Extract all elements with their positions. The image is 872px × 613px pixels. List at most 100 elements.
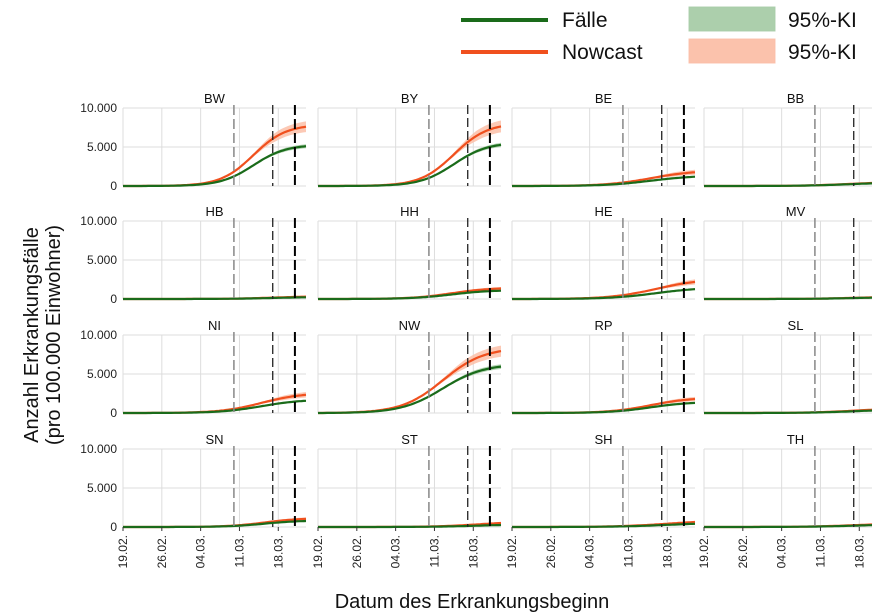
x-tick-label: 19.02.: [311, 535, 325, 568]
x-tick-label: 18.03.: [466, 535, 480, 568]
cases-line: [318, 523, 502, 529]
cases-line: [512, 401, 696, 415]
x-tick-label: 11.03.: [622, 535, 636, 567]
legend: Fälle Nowcast 95%-KI 95%-KI: [461, 6, 857, 64]
panel-nw: NW: [317, 318, 502, 415]
y-tick-label: 5.000: [87, 481, 117, 495]
panel-st: ST: [317, 432, 502, 531]
legend-label: Fälle: [562, 9, 608, 32]
legend-item: Fälle: [461, 9, 608, 32]
y-tick-label: 5.000: [87, 253, 117, 267]
y-axis-label: Anzahl Erkrankungsfälle(pro 100.000 Einw…: [21, 225, 65, 445]
y-tick-label: 5.000: [87, 140, 117, 154]
y-axis-label-line: (pro 100.000 Einwohner): [43, 225, 65, 445]
x-tick-label: 26.02.: [155, 535, 169, 568]
x-tick-label: 26.02.: [350, 535, 364, 568]
panel-title: MV: [786, 204, 806, 219]
y-tick-label: 10.000: [80, 101, 117, 115]
nowcast-ci-band: [123, 121, 306, 186]
legend-band-swatch: [688, 6, 776, 32]
panel-title: SH: [594, 432, 612, 447]
x-tick-label: 19.02.: [697, 535, 711, 568]
panel-grid: BW 0 5.000 10.000 BY BE BB HB 0 5.000 10.000 HH HE MV…: [80, 91, 872, 534]
cases-line: [512, 175, 696, 188]
panel-title: HB: [205, 204, 223, 219]
panel-title: HE: [594, 204, 612, 219]
legend-label: Nowcast: [562, 41, 643, 64]
cases-line: [704, 182, 872, 188]
panel-title: NI: [208, 318, 221, 333]
x-tick-label: 18.03.: [852, 535, 866, 568]
panel-bb: BB: [703, 91, 872, 188]
cases-line: [123, 519, 307, 529]
panel-th: TH: [703, 432, 872, 531]
cases-line: [123, 145, 307, 188]
cases-line: [704, 524, 872, 529]
x-tick-label: 04.03.: [775, 535, 789, 568]
panel-title: BB: [787, 91, 804, 106]
panel-title: BE: [595, 91, 613, 106]
y-tick-label: 10.000: [80, 442, 117, 456]
panel-title: ST: [401, 432, 418, 447]
panel-title: SL: [788, 318, 804, 333]
legend-band-swatch: [688, 38, 776, 64]
panel-title: NW: [399, 318, 421, 333]
x-tick-label: 26.02.: [544, 535, 558, 568]
legend-item: 95%-KI: [688, 6, 857, 32]
y-tick-label: 10.000: [80, 214, 117, 228]
nowcast-ci-band: [318, 345, 501, 413]
x-tick-label: 26.02.: [736, 535, 750, 568]
y-tick-label: 0: [110, 520, 117, 534]
nowcast-ci-band: [318, 287, 501, 299]
x-tick-label: 04.03.: [583, 535, 597, 568]
panel-mv: MV: [703, 204, 872, 301]
x-tick-label: 19.02.: [116, 535, 130, 568]
legend-label: 95%-KI: [788, 9, 857, 32]
cases-line: [318, 143, 502, 188]
x-tick-labels: 19.02. 26.02. 04.03. 11.03. 18.03. 19.02. 26.0…: [116, 535, 866, 568]
x-tick-label: 11.03.: [814, 535, 828, 567]
cases-ci-band: [318, 142, 501, 186]
y-tick-label: 0: [110, 179, 117, 193]
x-tick-label: 18.03.: [660, 535, 674, 568]
panel-title: TH: [787, 432, 804, 447]
panel-bw: BW 0 5.000 10.000: [80, 91, 307, 193]
cases-line: [123, 399, 307, 415]
panel-title: BY: [401, 91, 419, 106]
x-tick-label: 04.03.: [389, 535, 403, 568]
x-tick-label: 11.03.: [233, 535, 247, 567]
panel-sh: SH: [511, 432, 696, 531]
panel-hb: HB 0 5.000 10.000: [80, 204, 307, 306]
x-tick-label: 11.03.: [428, 535, 442, 567]
x-axis-label: Datum des Erkrankungsbeginn: [335, 591, 610, 613]
cases-line: [704, 409, 872, 415]
panel-rp: RP: [511, 318, 696, 415]
x-tick-label: 19.02.: [505, 535, 519, 568]
legend-item: Nowcast: [461, 41, 643, 64]
panel-be: BE: [511, 91, 696, 188]
panel-title: BW: [204, 91, 226, 106]
panel-title: SN: [205, 432, 223, 447]
cases-line: [123, 296, 306, 301]
x-tick-label: 18.03.: [271, 535, 285, 568]
x-tick-label: 04.03.: [194, 535, 208, 568]
cases-line: [318, 289, 502, 301]
panel-sn: SN 0 5.000 10.000: [80, 432, 307, 534]
cases-line: [512, 288, 696, 301]
cases-line: [704, 296, 872, 301]
cases-line: [318, 365, 502, 415]
y-tick-label: 5.000: [87, 367, 117, 381]
y-tick-label: 0: [110, 406, 117, 420]
panel-title: RP: [594, 318, 612, 333]
panel-ni: NI 0 5.000 10.000: [80, 318, 307, 420]
panel-by: BY: [317, 91, 502, 188]
y-tick-label: 10.000: [80, 328, 117, 342]
legend-item: 95%-KI: [688, 38, 857, 64]
panel-sl: SL: [703, 318, 872, 415]
panel-hh: HH: [317, 204, 502, 301]
panel-title: HH: [400, 204, 419, 219]
panel-he: HE: [511, 204, 696, 301]
cases-line: [512, 522, 696, 529]
